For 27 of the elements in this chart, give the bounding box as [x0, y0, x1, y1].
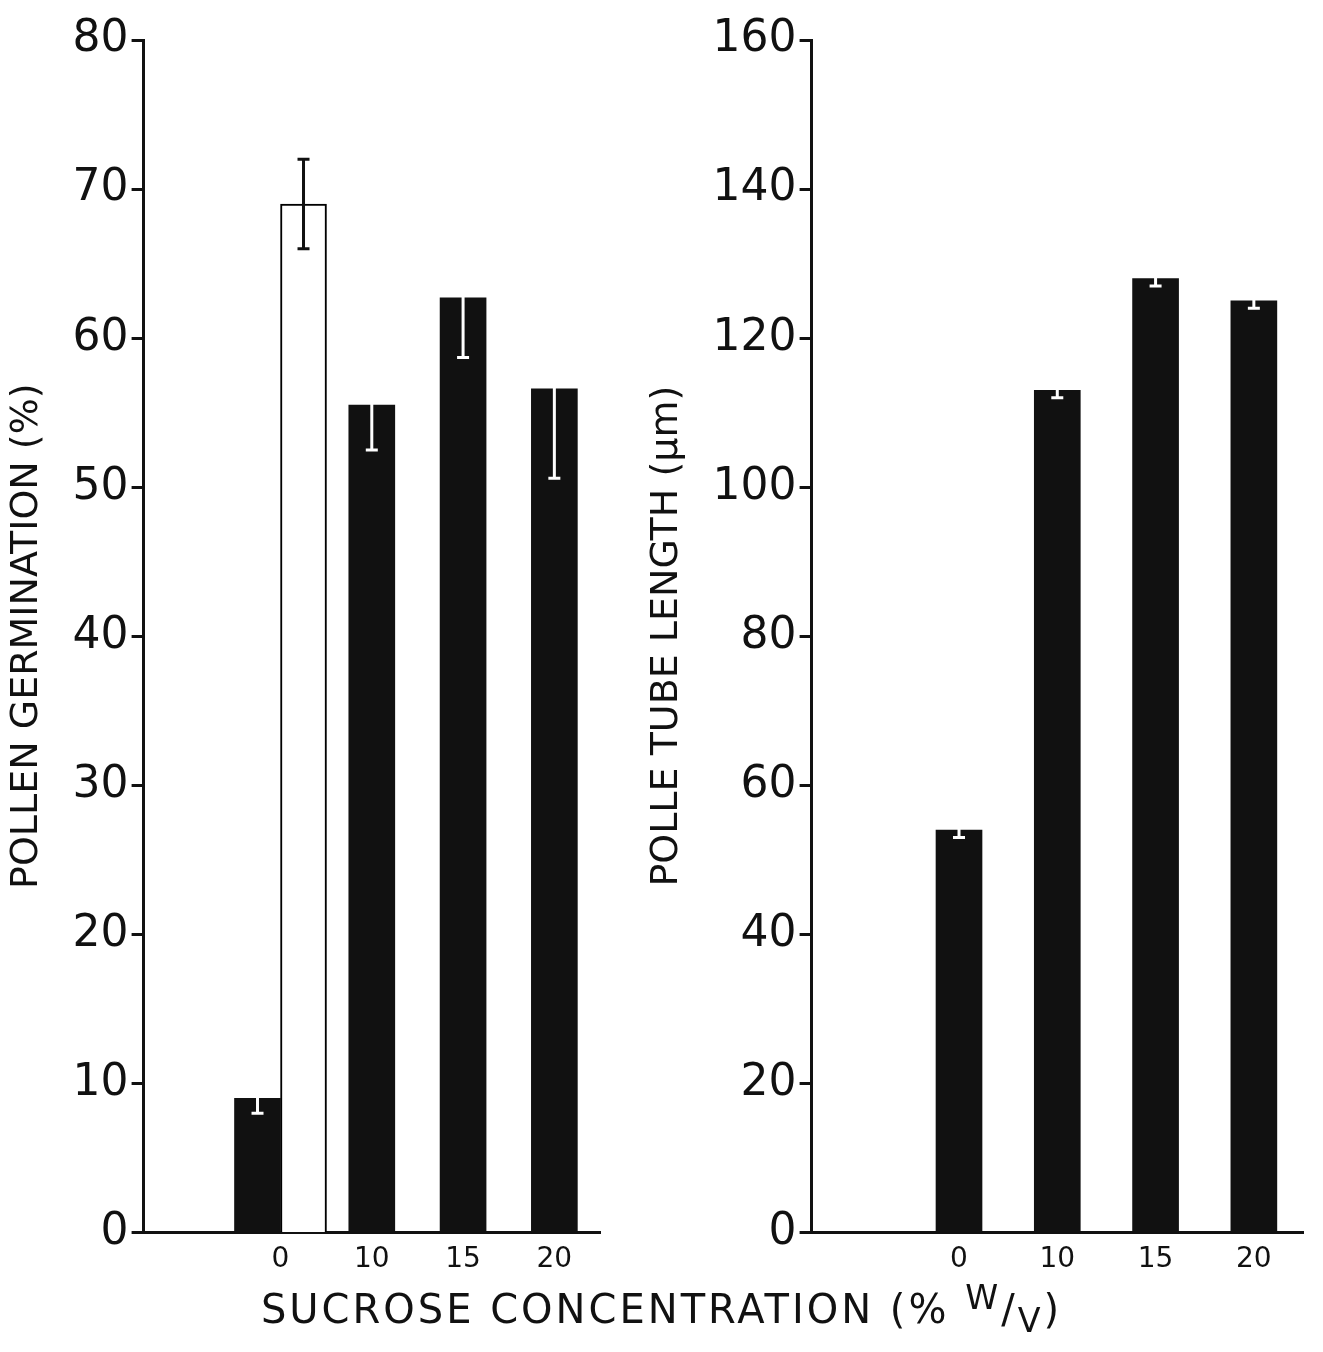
y-tick-label: 20 [740, 1053, 797, 1105]
x-axis-title: SUCROSE CONCENTRATION (% $^{W}$/$_{V}$) [259, 1278, 1064, 1341]
x-tick-label: 0 [950, 1241, 968, 1275]
x-tick-label: 20 [536, 1241, 573, 1275]
y-tick-label: 60 [740, 755, 797, 807]
y-tick-label: 40 [740, 904, 797, 956]
x-tick-label: 15 [445, 1241, 481, 1275]
x-tick-label: 10 [353, 1241, 390, 1275]
y-tick-label: 100 [712, 457, 797, 509]
x-tick-label: 10 [1039, 1241, 1076, 1275]
x-tick-label: 20 [1236, 1241, 1272, 1275]
y-tick-label: 30 [72, 755, 129, 807]
y-tick-label: 50 [72, 457, 129, 509]
y-tick-label: 140 [712, 159, 797, 211]
y-tick-label: 70 [72, 159, 129, 211]
y-tick-label: 80 [72, 10, 129, 62]
y-tick-label: 120 [712, 308, 797, 360]
x-tick-label: 15 [1137, 1241, 1174, 1275]
y-tick-label: 60 [72, 308, 129, 360]
y-axis-title: POLLEN GERMINATION (%) [1, 383, 46, 889]
y-tick-label: 160 [712, 10, 797, 62]
y-tick-label: 10 [72, 1053, 129, 1105]
y-tick-label: 40 [72, 606, 129, 658]
x-tick-label: 0 [271, 1241, 290, 1275]
y-axis-title: POLLE TUBE LENGTH (µm) [641, 385, 686, 887]
y-tick-label: 80 [740, 606, 797, 658]
y-tick-label: 20 [72, 904, 129, 956]
